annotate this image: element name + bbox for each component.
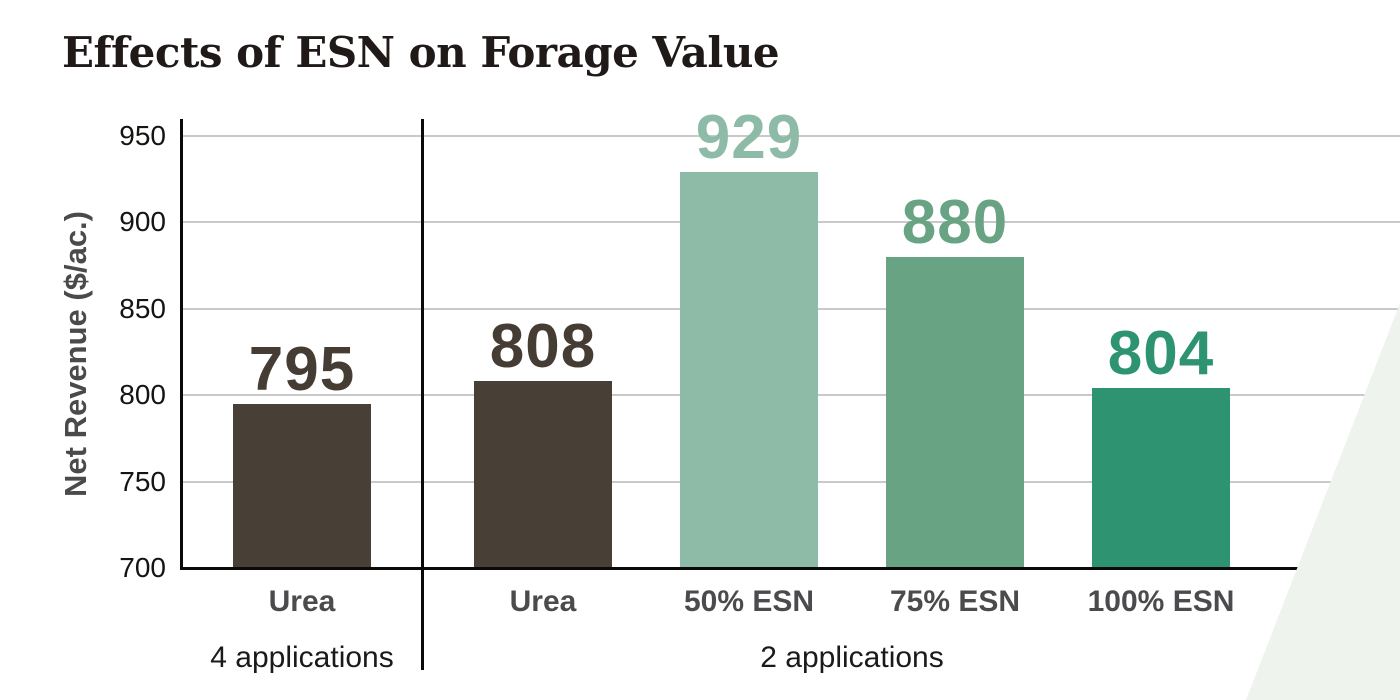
bar-category-label: 75% ESN [889,585,1021,618]
bar-category-label: Urea [509,585,577,618]
group-label: 2 applications [760,641,944,674]
y-tick-label: 750 [119,465,166,497]
bar-value-label: 804 [1107,319,1215,389]
y-axis-line [180,119,183,570]
y-tick-label: 900 [119,206,166,238]
bar-value-label: 880 [901,187,1009,257]
y-tick-label: 700 [119,552,166,583]
bar-category-label: Urea [268,585,336,618]
y-tick-label: 800 [119,379,166,411]
bar-urea [474,381,612,568]
bar-value-label: 795 [248,334,356,404]
group-label: 4 applications [210,641,394,674]
bar-75-esn [886,256,1024,568]
y-axis-label: Net Revenue ($/ac.) [58,211,93,497]
gridline [182,135,1400,137]
bar-50-esn [680,172,818,568]
group-divider-line [421,119,424,670]
chart-title: Effects of ESN on Forage Value [62,28,780,77]
bar-value-label: 929 [695,103,803,173]
x-axis-line [180,567,1400,570]
bar-category-label: 50% ESN [683,585,815,618]
bar-value-label: 808 [489,312,597,382]
bar-category-label: 100% ESN [1087,585,1235,618]
bar-100-esn [1092,388,1230,568]
y-tick-label: 950 [119,120,166,151]
y-tick-label: 850 [119,292,166,324]
bar-urea [233,403,371,568]
